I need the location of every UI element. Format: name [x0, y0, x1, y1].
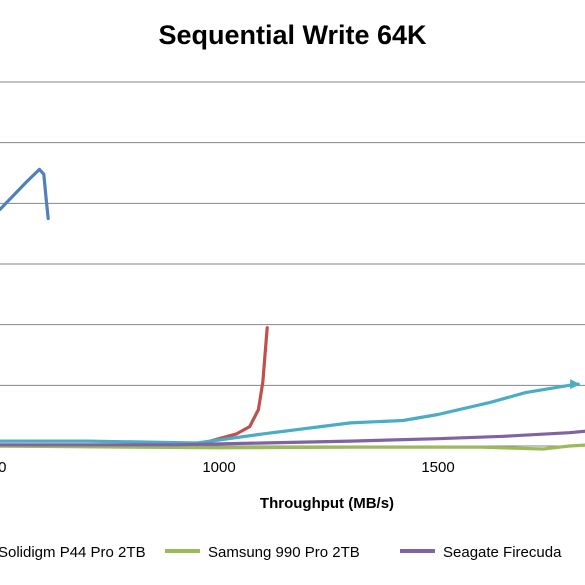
x-tick-label: 1500 — [421, 459, 454, 476]
x-axis-title: Throughput (MB/s) — [260, 495, 394, 512]
series-line — [0, 382, 580, 445]
gridlines — [0, 81, 585, 447]
legend-label: Solidigm P44 Pro 2TB — [0, 544, 146, 561]
legend-label: Samsung 990 Pro 2TB — [208, 544, 360, 561]
x-tick-label: 1000 — [202, 459, 235, 476]
chart-title: Sequential Write 64K — [158, 20, 427, 50]
x-tick-label: 500 — [0, 459, 7, 476]
series-arrowhead — [570, 379, 581, 390]
series-line — [0, 167, 50, 221]
legend: Solidigm P44 Pro 2TB Samsung 990 Pro 2TB S… — [0, 544, 562, 561]
legend-label: Seagate Firecuda — [443, 544, 562, 561]
series-lines — [0, 167, 585, 451]
x-axis: 500 1000 1500 — [0, 459, 455, 476]
series-line — [0, 326, 269, 448]
series-line — [0, 429, 585, 447]
series-line — [0, 443, 585, 451]
